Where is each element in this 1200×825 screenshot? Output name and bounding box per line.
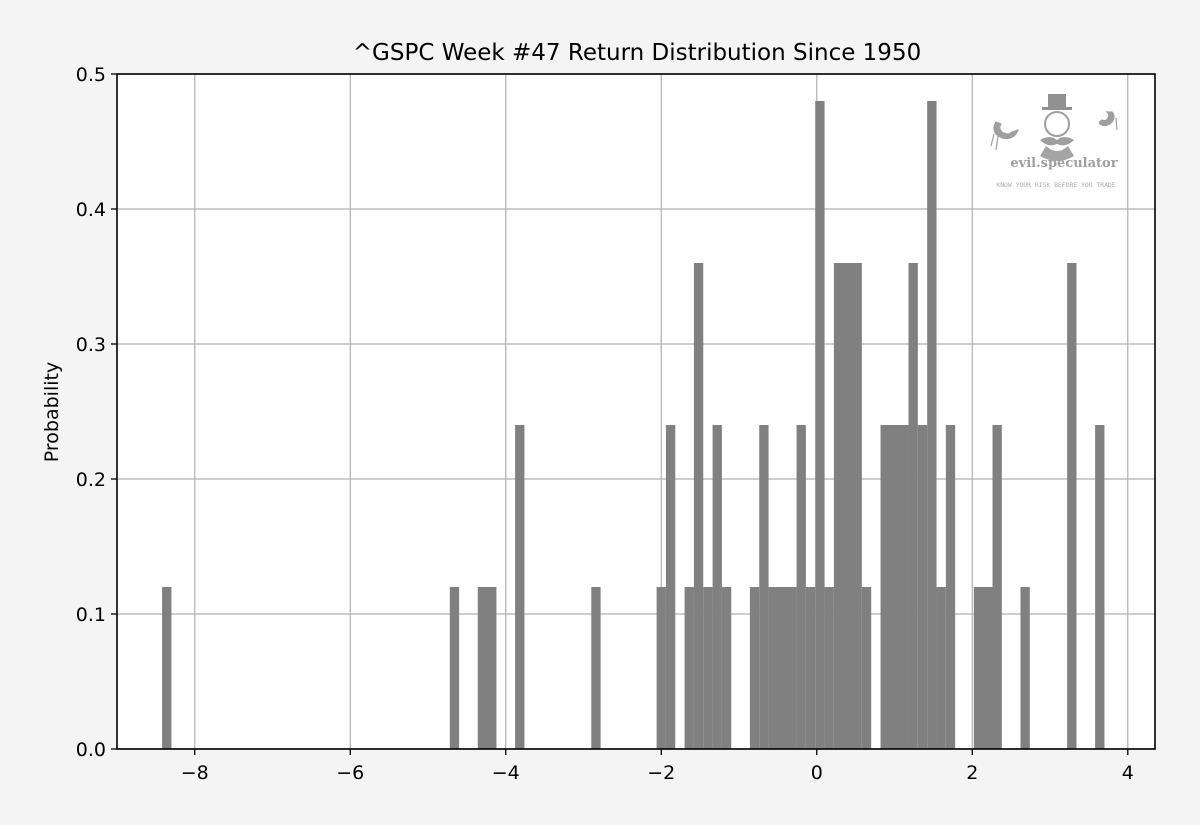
histogram-bar xyxy=(917,425,928,749)
watermark-logo: evil.speculator KNOW YOUR RISK BEFORE YO… xyxy=(990,94,1118,189)
histogram-bar xyxy=(796,425,806,749)
histogram-bar xyxy=(945,425,956,749)
body-shape xyxy=(1040,146,1074,161)
histogram-bar xyxy=(973,587,993,749)
y-tick-label: 0.0 xyxy=(76,739,106,761)
y-axis: 0.0 0.1 0.2 0.3 0.4 0.5 xyxy=(76,64,117,761)
histogram-bar xyxy=(515,425,525,749)
histogram-bar xyxy=(684,587,694,749)
y-tick-label: 0.3 xyxy=(76,334,106,356)
hat-brim xyxy=(1042,107,1072,110)
histogram-bars xyxy=(162,101,1105,749)
histogram-bar xyxy=(759,425,769,749)
histogram-bar xyxy=(1067,263,1077,749)
chart-title: ^GSPC Week #47 Return Distribution Since… xyxy=(353,40,921,66)
histogram-bar xyxy=(591,587,601,749)
moustache-icon xyxy=(1040,137,1074,146)
x-axis: −8 −6 −4 −2 0 2 4 xyxy=(181,749,1134,784)
histogram-bar xyxy=(908,263,918,749)
x-tick-label: 4 xyxy=(1122,762,1134,784)
histogram-bar xyxy=(768,587,797,749)
x-tick-label: 0 xyxy=(811,762,823,784)
x-tick-label: −6 xyxy=(336,762,364,784)
histogram-bar xyxy=(861,587,872,749)
swan-right-icon xyxy=(1098,111,1118,131)
watermark-tagline: KNOW YOUR RISK BEFORE YOU TRADE xyxy=(996,181,1115,189)
top-hat-icon xyxy=(1048,94,1066,108)
x-tick-label: −8 xyxy=(181,762,209,784)
x-tick-label: −2 xyxy=(647,762,675,784)
y-axis-label: Probability xyxy=(41,362,63,462)
x-tick-label: −4 xyxy=(492,762,520,784)
histogram-bar xyxy=(1095,425,1105,749)
histogram-bar xyxy=(880,425,909,749)
swan-left-icon xyxy=(990,121,1019,151)
histogram-bar xyxy=(992,425,1002,749)
x-tick-label: 2 xyxy=(966,762,978,784)
histogram-bar xyxy=(693,263,704,749)
histogram-bar xyxy=(749,587,760,749)
histogram-bar xyxy=(833,263,862,749)
histogram-bar xyxy=(815,101,825,749)
histogram-bar xyxy=(712,425,722,749)
histogram-bar xyxy=(477,587,497,749)
histogram-bar xyxy=(665,425,676,749)
histogram-bar xyxy=(936,587,946,749)
histogram-bar xyxy=(824,587,834,749)
histogram-bar xyxy=(162,587,172,749)
monocle-face-icon xyxy=(1044,111,1070,137)
histogram-bar xyxy=(703,587,713,749)
histogram-bar xyxy=(805,587,816,749)
histogram-bar xyxy=(927,101,937,749)
y-tick-label: 0.5 xyxy=(76,64,106,86)
histogram-bar xyxy=(656,587,666,749)
watermark-brand: evil.speculator xyxy=(1010,156,1117,171)
y-tick-label: 0.1 xyxy=(76,604,106,626)
y-tick-label: 0.4 xyxy=(76,199,106,221)
y-tick-label: 0.2 xyxy=(76,469,106,491)
histogram-bar xyxy=(449,587,460,749)
plot-frame xyxy=(116,73,1156,750)
histogram-bar xyxy=(721,587,732,749)
histogram-bar xyxy=(1020,587,1030,749)
